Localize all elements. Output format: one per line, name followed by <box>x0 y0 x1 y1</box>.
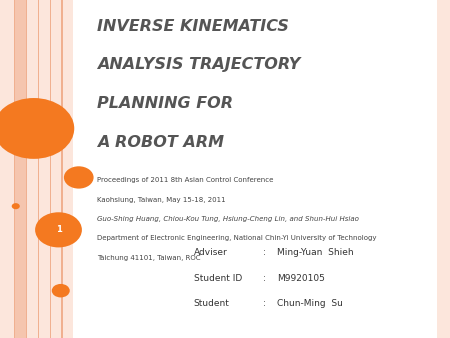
Text: INVERSE KINEMATICS: INVERSE KINEMATICS <box>97 19 288 33</box>
Bar <box>26 0 27 338</box>
Text: Adviser: Adviser <box>194 248 227 258</box>
Text: :: : <box>263 274 266 283</box>
Bar <box>26 0 38 338</box>
Bar <box>0 0 14 338</box>
Text: A ROBOT ARM: A ROBOT ARM <box>97 135 224 150</box>
Text: Guo-Shing Huang, Chiou-Kou Tung, Hsiung-Cheng Lin, and Shun-Hui Hsiao: Guo-Shing Huang, Chiou-Kou Tung, Hsiung-… <box>97 216 359 222</box>
Text: ANALYSIS TRAJECTORY: ANALYSIS TRAJECTORY <box>97 57 300 72</box>
Text: :: : <box>263 299 266 308</box>
Bar <box>436 0 450 338</box>
Bar <box>61 0 63 338</box>
Bar <box>73 0 450 338</box>
Circle shape <box>64 166 94 189</box>
Bar <box>14 0 15 338</box>
Text: Proceedings of 2011 8th Asian Control Conference: Proceedings of 2011 8th Asian Control Co… <box>97 177 273 184</box>
Bar <box>38 0 39 338</box>
Text: :: : <box>263 248 266 258</box>
Text: Taichung 41101, Taiwan, ROC: Taichung 41101, Taiwan, ROC <box>97 255 200 261</box>
Circle shape <box>52 284 70 297</box>
Bar <box>0 0 73 338</box>
Text: Chun-Ming  Su: Chun-Ming Su <box>277 299 342 308</box>
Circle shape <box>12 203 20 209</box>
Circle shape <box>0 98 74 159</box>
Bar <box>14 0 26 338</box>
Text: PLANNING FOR: PLANNING FOR <box>97 96 233 111</box>
Text: 1: 1 <box>55 225 62 234</box>
Text: Ming-Yuan  Shieh: Ming-Yuan Shieh <box>277 248 353 258</box>
Bar <box>38 0 50 338</box>
Bar <box>50 0 51 338</box>
Text: M9920105: M9920105 <box>277 274 324 283</box>
Text: Student: Student <box>194 299 230 308</box>
Bar <box>61 0 73 338</box>
Text: Kaohsiung, Taiwan, May 15-18, 2011: Kaohsiung, Taiwan, May 15-18, 2011 <box>97 197 225 203</box>
Circle shape <box>35 212 82 247</box>
Bar <box>50 0 61 338</box>
Text: Department of Electronic Engineering, National Chin-Yi University of Technology: Department of Electronic Engineering, Na… <box>97 235 376 241</box>
Text: Student ID: Student ID <box>194 274 242 283</box>
